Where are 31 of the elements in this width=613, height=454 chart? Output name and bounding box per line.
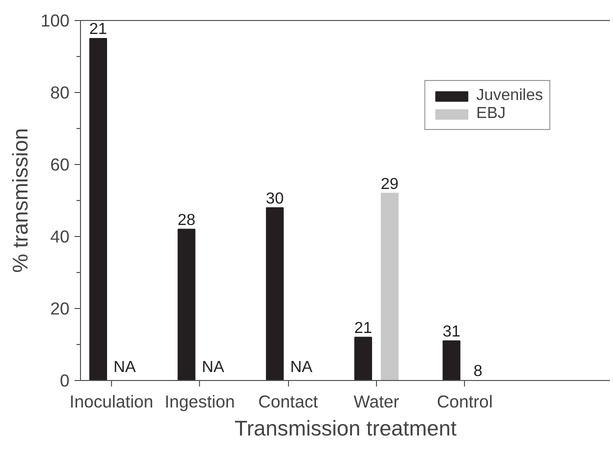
bar bbox=[89, 38, 108, 380]
x-tick-label: Control bbox=[436, 392, 493, 412]
bar bbox=[442, 340, 460, 380]
y-tick-label: 40 bbox=[50, 226, 70, 246]
x-tick-label: Water bbox=[354, 392, 400, 412]
annotation: NA bbox=[290, 359, 313, 376]
legend-label: Juveniles bbox=[476, 87, 543, 105]
y-tick-label: 20 bbox=[50, 298, 70, 318]
x-tick-label: Ingestion bbox=[164, 392, 235, 412]
y-axis-title: % transmission bbox=[8, 128, 33, 273]
annotation: NA bbox=[114, 359, 136, 376]
bar bbox=[380, 192, 399, 380]
legend-label: EBJ bbox=[476, 105, 506, 123]
y-tick-label: 100 bbox=[40, 10, 70, 30]
annotation: 8 bbox=[474, 363, 483, 380]
y-tick-label: 80 bbox=[50, 82, 70, 102]
x-axis-title: Transmission treatment bbox=[234, 416, 457, 440]
annotation: 29 bbox=[380, 176, 399, 193]
annotation: 28 bbox=[178, 212, 196, 229]
x-tick-label: Inoculation bbox=[70, 392, 154, 412]
annotation: 21 bbox=[354, 320, 372, 337]
annotation: NA bbox=[202, 359, 224, 376]
bar bbox=[354, 336, 372, 380]
annotation: 30 bbox=[266, 190, 284, 208]
bar bbox=[178, 228, 196, 380]
bar bbox=[266, 207, 284, 380]
annotation: 31 bbox=[442, 324, 460, 341]
y-tick-label: 0 bbox=[60, 370, 70, 390]
x-tick-label: Contact bbox=[258, 392, 318, 412]
y-tick-label: 60 bbox=[50, 154, 70, 174]
annotation: 21 bbox=[89, 21, 108, 38]
